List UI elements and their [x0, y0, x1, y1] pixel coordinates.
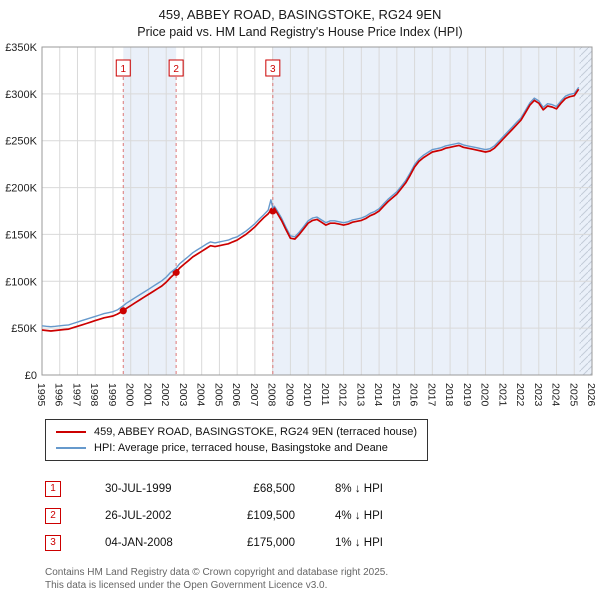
svg-text:2009: 2009 [283, 383, 295, 407]
sales-table: 1 30-JUL-1999 £68,500 8% ↓ HPI 2 26-JUL-… [45, 475, 600, 556]
svg-text:2017: 2017 [425, 383, 437, 407]
svg-text:2012: 2012 [337, 383, 349, 407]
svg-text:2019: 2019 [461, 383, 473, 407]
svg-text:2022: 2022 [514, 383, 526, 407]
svg-text:3: 3 [270, 64, 276, 75]
svg-text:2011: 2011 [319, 383, 331, 406]
price-history-chart: 1 2 3 £0 £50K £100K £150K £200K £250K £300K £350K 1… [5, 42, 597, 407]
svg-text:2: 2 [173, 64, 179, 75]
sale-row-3: 3 04-JAN-2008 £175,000 1% ↓ HPI [45, 529, 600, 556]
y-axis-labels: £0 £50K £100K £150K £200K £250K £300K £350K [5, 42, 37, 382]
sale-hpi-delta: 4% ↓ HPI [335, 509, 383, 522]
svg-text:2008: 2008 [266, 383, 278, 407]
red-line-swatch [56, 431, 86, 433]
sale-markers: 1 2 3 [115, 59, 281, 375]
svg-text:2002: 2002 [159, 383, 171, 407]
legend-item-hpi: HPI: Average price, terraced house, Basi… [56, 440, 417, 456]
svg-text:2015: 2015 [390, 383, 402, 407]
svg-text:£50K: £50K [11, 323, 37, 335]
sale-flag [265, 59, 281, 77]
legend-item-property: 459, ABBEY ROAD, BASINGSTOKE, RG24 9EN (… [56, 424, 417, 440]
sale-row-2: 2 26-JUL-2002 £109,500 4% ↓ HPI [45, 502, 600, 529]
sale-flag [168, 59, 184, 77]
svg-text:2018: 2018 [443, 383, 455, 407]
page: 459, ABBEY ROAD, BASINGSTOKE, RG24 9EN P… [0, 7, 600, 592]
svg-text:2005: 2005 [212, 383, 224, 407]
svg-text:2016: 2016 [408, 383, 420, 407]
svg-text:2001: 2001 [141, 383, 153, 407]
svg-text:1995: 1995 [35, 383, 47, 407]
license-note: Contains HM Land Registry data © Crown c… [45, 566, 600, 592]
future-hatch-region [579, 47, 592, 375]
svg-text:2024: 2024 [550, 383, 562, 407]
svg-text:£350K: £350K [5, 42, 37, 54]
sale-flag [115, 59, 131, 77]
sale-price: £109,500 [247, 509, 295, 522]
chart-legend: 459, ABBEY ROAD, BASINGSTOKE, RG24 9EN (… [45, 419, 429, 461]
svg-text:£0: £0 [25, 370, 37, 382]
svg-text:2021: 2021 [496, 383, 508, 407]
sale-row-1: 1 30-JUL-1999 £68,500 8% ↓ HPI [45, 475, 600, 502]
shaded-bands [123, 47, 592, 375]
svg-text:2025: 2025 [567, 383, 579, 407]
svg-text:2014: 2014 [372, 383, 384, 407]
svg-text:1999: 1999 [106, 383, 118, 407]
svg-text:£200K: £200K [5, 183, 37, 195]
svg-text:1997: 1997 [70, 383, 82, 407]
sale-price: £175,000 [247, 536, 295, 549]
svg-text:£150K: £150K [5, 229, 37, 241]
legend-property-label: 459, ABBEY ROAD, BASINGSTOKE, RG24 9EN (… [94, 426, 418, 438]
sale-date: 04-JAN-2008 [105, 536, 173, 549]
sale-number-badge: 3 [45, 534, 61, 551]
sale-number-badge: 1 [45, 480, 61, 497]
svg-text:1: 1 [120, 64, 126, 75]
svg-text:2006: 2006 [230, 383, 242, 407]
copyright-line: Contains HM Land Registry data © Crown c… [45, 567, 389, 578]
x-axis-labels: 1995 1996 1997 1998 1999 2000 2001 2002 2003 2004… [35, 383, 597, 407]
sale-date: 26-JUL-2002 [105, 509, 172, 522]
svg-text:£250K: £250K [5, 136, 37, 148]
svg-text:2004: 2004 [195, 383, 207, 407]
svg-text:2010: 2010 [301, 383, 313, 407]
license-line: This data is licensed under the Open Gov… [45, 580, 328, 591]
hpi-line [41, 86, 580, 328]
svg-text:2000: 2000 [124, 383, 136, 407]
svg-text:2023: 2023 [532, 383, 544, 407]
sale-number-badge: 2 [45, 507, 61, 524]
svg-text:2026: 2026 [585, 383, 597, 407]
sale-price: £68,500 [253, 482, 295, 495]
chart-subtitle: Price paid vs. HM Land Registry's House … [137, 25, 463, 39]
legend-hpi-label: HPI: Average price, terraced house, Basi… [94, 442, 388, 454]
blue-line-swatch [56, 447, 86, 449]
chart-title: 459, ABBEY ROAD, BASINGSTOKE, RG24 9EN [158, 7, 442, 22]
svg-text:2013: 2013 [354, 383, 366, 407]
svg-text:£300K: £300K [5, 89, 37, 101]
plot-border [41, 46, 593, 376]
sale-date: 30-JUL-1999 [105, 482, 172, 495]
svg-text:1998: 1998 [88, 383, 100, 407]
svg-text:1996: 1996 [53, 383, 65, 407]
svg-text:2003: 2003 [177, 383, 189, 407]
svg-text:2020: 2020 [479, 383, 491, 407]
svg-text:2007: 2007 [248, 383, 260, 407]
price-paid-line [41, 88, 580, 332]
sale-hpi-delta: 8% ↓ HPI [335, 482, 383, 495]
svg-text:£100K: £100K [5, 276, 37, 288]
sale-hpi-delta: 1% ↓ HPI [335, 536, 383, 549]
